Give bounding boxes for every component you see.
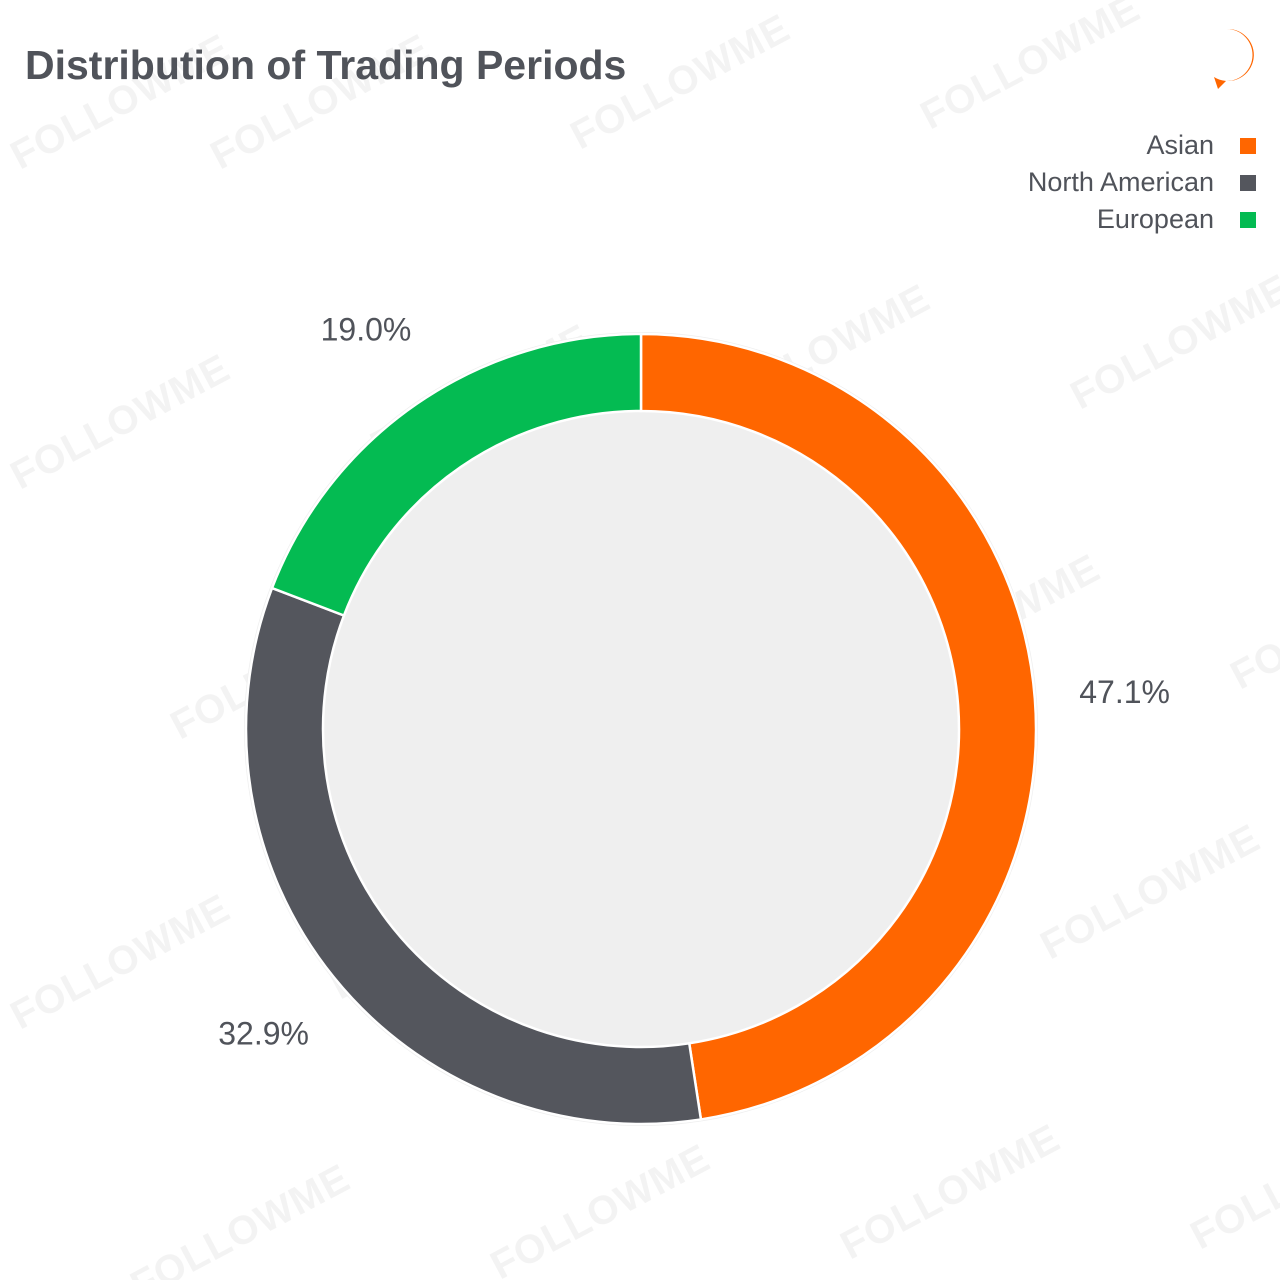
legend-label: North American: [1027, 167, 1214, 197]
donut-outer-ring: [244, 332, 1038, 1126]
slice-north-american[interactable]: [244, 586, 703, 1126]
legend-swatch: [1240, 137, 1256, 154]
data-label: 19.0%: [321, 312, 412, 348]
data-label: 32.9%: [218, 1016, 309, 1052]
slice-asian[interactable]: [639, 332, 1038, 1121]
legend-item-asian: Asian: [1146, 130, 1256, 161]
chart-legend: Asian North American European: [1028, 130, 1256, 235]
legend-item-north-american: North American: [1028, 167, 1256, 198]
legend-swatch: [1240, 211, 1256, 228]
legend-label: European: [1096, 204, 1214, 234]
page-title: Distribution of Trading Periods: [25, 42, 627, 88]
data-label: 47.1%: [1079, 674, 1170, 710]
slice-european[interactable]: [270, 332, 643, 618]
followme-f-logo-icon: [1214, 28, 1254, 89]
legend-swatch: [1240, 174, 1256, 191]
legend-item-european: European: [1097, 204, 1256, 235]
legend-label: Asian: [1146, 130, 1214, 160]
